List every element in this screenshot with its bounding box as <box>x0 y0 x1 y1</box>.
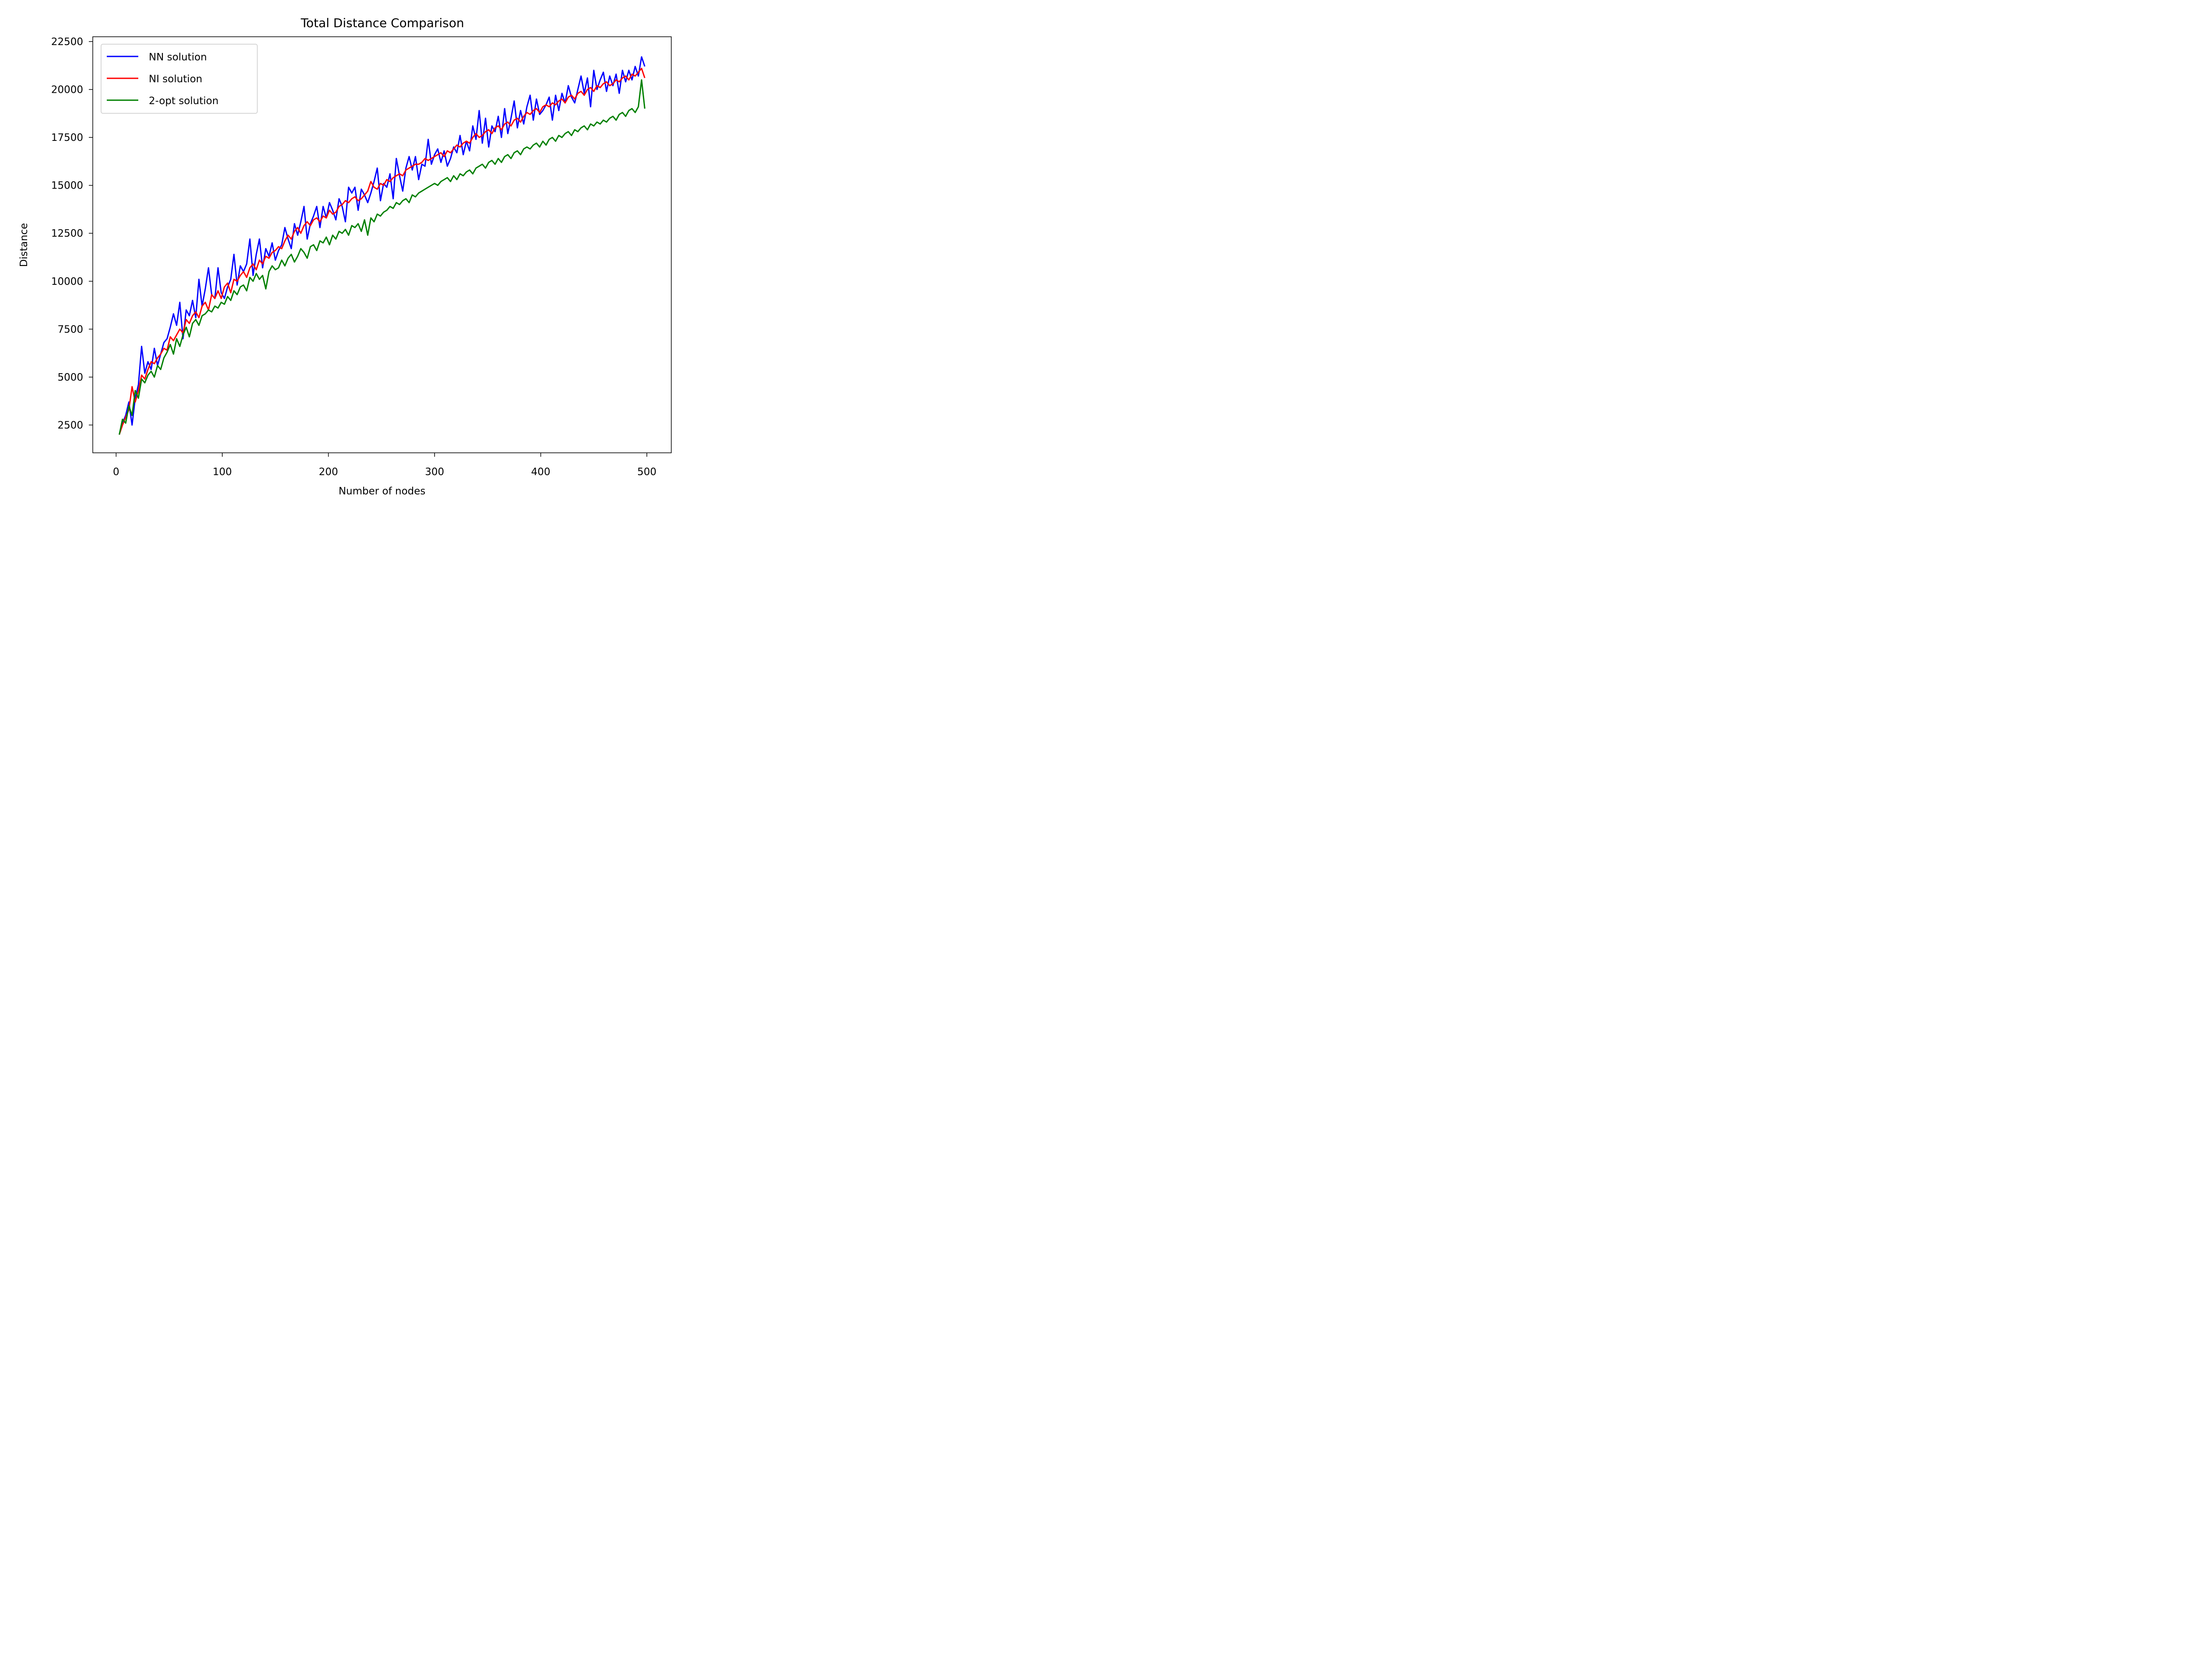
line-chart: Total Distance Comparison 0 100 200 300 400 5… <box>0 0 683 512</box>
legend: NN solution NI solution 2-opt solution <box>101 44 258 114</box>
y-axis-label: Distance <box>18 223 30 267</box>
series-line-1 <box>119 67 645 435</box>
x-axis-label: Number of nodes <box>339 486 426 497</box>
y-tick-label: 15000 <box>51 180 83 192</box>
y-tick-label: 2500 <box>57 420 83 431</box>
chart-title: Total Distance Comparison <box>300 16 464 30</box>
x-tick-label: 500 <box>637 466 656 478</box>
y-tick-label: 22500 <box>51 36 83 48</box>
y-tick-label: 10000 <box>51 276 83 287</box>
series-line-2 <box>119 79 645 435</box>
x-tick-label: 0 <box>113 466 119 478</box>
legend-label-2: 2-opt solution <box>149 95 218 107</box>
y-tick-label: 20000 <box>51 84 83 96</box>
x-tick-label: 100 <box>213 466 232 478</box>
y-tick-label: 7500 <box>57 324 83 335</box>
series-layer <box>119 56 645 435</box>
x-axis-ticks: 0 100 200 300 400 500 <box>113 453 656 478</box>
legend-box <box>101 44 258 114</box>
x-tick-label: 200 <box>319 466 338 478</box>
y-axis-ticks: 2500 5000 7500 10000 12500 15000 17500 20000 225… <box>51 36 93 431</box>
legend-label-0: NN solution <box>149 52 207 63</box>
y-tick-label: 12500 <box>51 228 83 239</box>
legend-label-1: NI solution <box>149 74 202 85</box>
plot-frame <box>92 36 672 453</box>
y-tick-label: 17500 <box>51 132 83 144</box>
y-tick-label: 5000 <box>57 372 83 383</box>
x-tick-label: 400 <box>531 466 551 478</box>
x-tick-label: 300 <box>425 466 444 478</box>
